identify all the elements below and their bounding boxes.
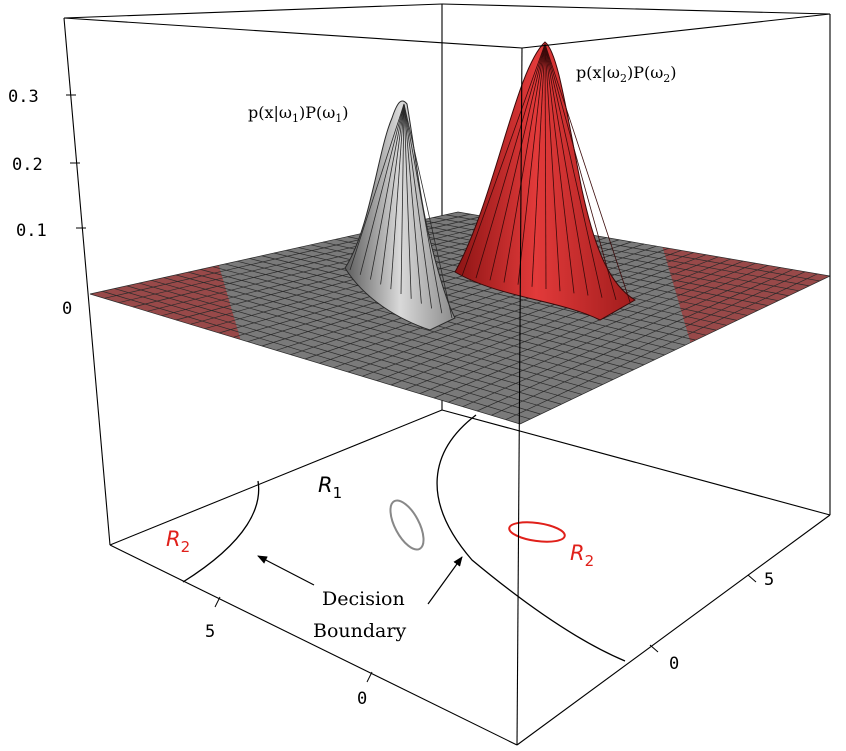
- surface-grid-line: [448, 265, 769, 403]
- z-tick-label-0.1: 0.1: [16, 221, 47, 241]
- peak-mesh-line: [461, 43, 546, 277]
- arrow-to-left-boundary: [257, 555, 315, 586]
- peak-mesh-line: [359, 103, 405, 275]
- region-label-r2-left: R2: [166, 527, 190, 556]
- peak-mesh-line: [517, 43, 546, 285]
- front-top-edge-left: [63, 17, 523, 49]
- front-center-vertical-edge: [516, 47, 523, 746]
- peak-omega2-mesh: [461, 43, 631, 303]
- right-tick-mark-0: [649, 644, 659, 653]
- peak-mesh-line: [531, 43, 546, 287]
- peak-mesh-line: [403, 103, 443, 314]
- surface-grid-line: [491, 271, 806, 416]
- peak-omega1-mesh: [349, 103, 453, 319]
- peak-omega1-surface: [344, 100, 456, 331]
- region-label-r2-right: R2: [570, 541, 594, 570]
- peak-mesh-line: [403, 103, 453, 319]
- annotation-line-decision: Decision: [322, 588, 405, 610]
- annotation-line-boundary: Boundary: [313, 620, 406, 642]
- peak-mesh-line: [403, 103, 412, 299]
- back-top-edge-right: [441, 3, 831, 15]
- front-bottom-edge-right: [516, 514, 831, 746]
- peak-mesh-line: [544, 43, 631, 303]
- peak-mesh-line: [370, 103, 405, 280]
- right-tick-label-0: 0: [669, 654, 679, 674]
- back-bottom-edge-left: [109, 409, 443, 546]
- z-tick-label-0.3: 0.3: [8, 87, 39, 107]
- front-top-edge-right: [521, 13, 831, 49]
- front-bottom-edge-left: [109, 544, 518, 746]
- peak-mesh-line: [544, 43, 575, 294]
- front-tick-label-0: 0: [357, 689, 367, 709]
- floor-contours: [182, 414, 626, 662]
- peak-mesh-line: [544, 43, 603, 298]
- surface-plane-red-tint-2: [662, 247, 830, 343]
- peak-mesh-line: [349, 103, 405, 271]
- decision-boundary-left: [182, 480, 260, 583]
- peak-mesh-line: [403, 103, 432, 309]
- box-back-edges: [63, 3, 831, 546]
- arrow-to-right-boundary: [427, 556, 463, 605]
- front-tick-label-5: 5: [205, 622, 215, 642]
- surface-grid-line: [505, 273, 818, 420]
- right-tick-mark-5: [747, 574, 757, 583]
- peak-mesh-line: [475, 43, 546, 279]
- peak-omega1: [344, 100, 456, 331]
- contour-omega2: [508, 521, 566, 543]
- peak-omega2-surface: [454, 41, 636, 321]
- label-omega1: p(x|ω1)P(ω1): [248, 103, 349, 125]
- label-omega2: p(x|ω2)P(ω2): [576, 63, 677, 85]
- region-label-r1: R1: [318, 473, 342, 502]
- peak-mesh-line: [400, 103, 405, 295]
- peak-mesh-line: [503, 43, 546, 283]
- z-tick-label-0: 0: [62, 299, 72, 319]
- box-front-edges: [63, 13, 831, 746]
- peak-mesh-line: [489, 43, 546, 281]
- front-tick-mark-0: [366, 671, 373, 683]
- surface-grid-line: [476, 269, 793, 412]
- peak-mesh-line: [544, 43, 547, 290]
- front-left-vertical-edge: [63, 17, 111, 546]
- right-axis: 5 0: [649, 570, 774, 674]
- decision-boundary-right: [436, 414, 626, 662]
- surface-plane-red-tint-1: [90, 265, 241, 340]
- peak-mesh-line: [380, 103, 405, 285]
- contour-omega1: [389, 499, 425, 551]
- z-axis: 0.3 0.2 0.1 0: [8, 87, 86, 319]
- back-bottom-edge-right: [441, 409, 831, 516]
- peak-omega2: [454, 41, 636, 321]
- decision-boundary-annotation: Decision Boundary: [257, 555, 463, 642]
- right-tick-label-5: 5: [764, 570, 774, 590]
- peak-mesh-line: [390, 103, 405, 290]
- peak-mesh-line: [403, 103, 422, 304]
- front-tick-mark-5: [214, 596, 221, 608]
- surface-grid-line: [519, 275, 831, 425]
- surface-grid-line: [462, 267, 781, 407]
- peak-mesh-line: [544, 43, 561, 292]
- peak-mesh-line: [544, 43, 589, 296]
- density-surface-plane: [89, 211, 831, 425]
- front-axis: 5 0: [205, 596, 373, 709]
- peak-mesh-line: [544, 43, 617, 300]
- back-top-edge-left: [63, 3, 443, 19]
- z-tick-label-0.2: 0.2: [12, 155, 43, 175]
